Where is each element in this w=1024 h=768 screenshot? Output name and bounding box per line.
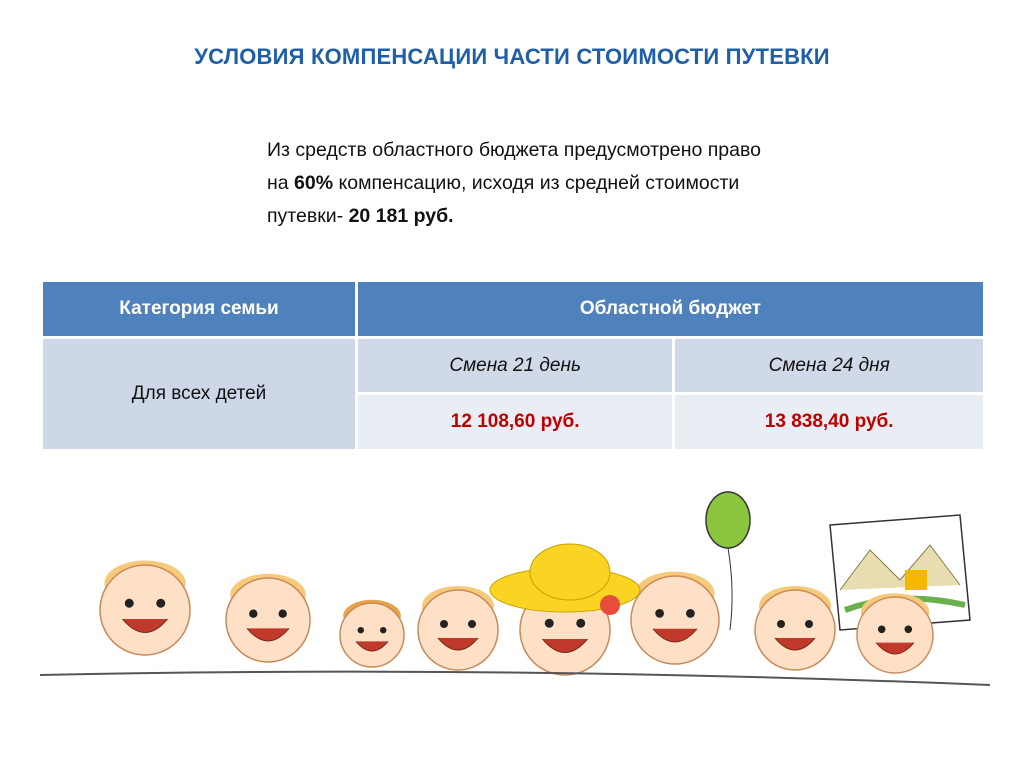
child-face-icon: [417, 586, 499, 671]
intro-line-2-start: на: [267, 172, 295, 194]
ledge-line: [39, 670, 991, 686]
header-regional-budget: Областной бюджет: [358, 282, 983, 336]
shift-24-days: Смена 24 дня: [675, 339, 983, 392]
header-family-category: Категория семьи: [43, 282, 355, 336]
yellow-hat-icon: [489, 543, 641, 615]
category-cell: Для всех детей: [43, 339, 355, 449]
child-face-icon: [754, 586, 836, 671]
average-cost-value: 20 181 руб.: [348, 205, 454, 227]
intro-line-3: путевки-: [267, 205, 349, 227]
child-face-icon: [856, 593, 934, 674]
amount-24-days: 13 838,40 руб.: [675, 395, 983, 449]
child-face-icon: [339, 599, 405, 668]
intro-line-1: Из средств областного бюджета предусмотр…: [267, 139, 761, 161]
intro-line-2-end: компенсацию, исходя из средней стоимости: [333, 172, 740, 194]
drawing-picture-icon: [829, 514, 971, 631]
table-row: Для всех детей Смена 21 день Смена 24 дн…: [43, 339, 983, 449]
shift-21-days: Смена 21 день: [358, 339, 673, 392]
child-face-icon: [225, 573, 311, 663]
amount-21-days: 12 108,60 руб.: [358, 395, 673, 449]
child-face-icon: [630, 571, 720, 665]
intro-text: Из средств областного бюджета предусмотр…: [267, 134, 907, 233]
compensation-table: Категория семьи Областной бюджет Для все…: [40, 279, 986, 452]
slide-title: УСЛОВИЯ КОМПЕНСАЦИИ ЧАСТИ СТОИМОСТИ ПУТЕ…: [194, 44, 830, 69]
percent-value: 60%: [294, 172, 334, 194]
table-header-row: Категория семьи Областной бюджет: [43, 282, 983, 336]
balloon-icon: [705, 491, 751, 631]
children-illustration: [39, 491, 991, 686]
child-face-icon: [99, 560, 191, 656]
table-row: 12 108,60 руб. 13 838,40 руб.: [43, 395, 983, 449]
